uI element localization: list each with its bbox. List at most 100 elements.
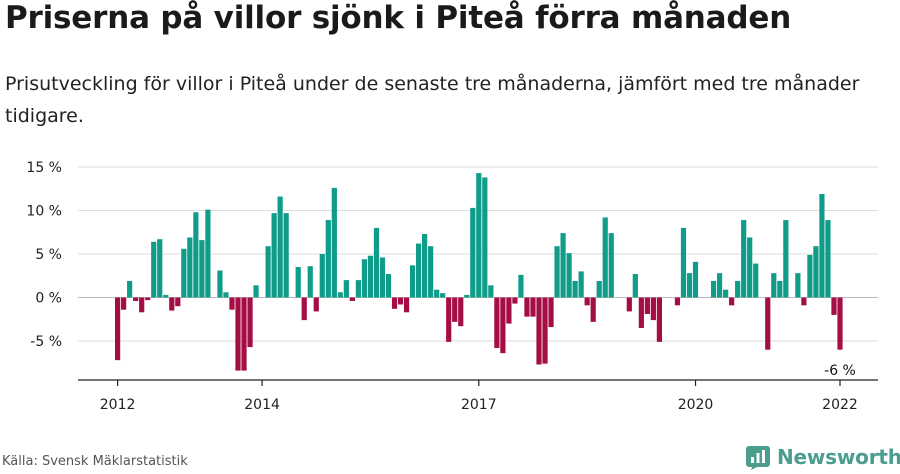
bar — [831, 297, 837, 315]
x-tick-label: 2017 — [461, 397, 497, 413]
bar — [331, 187, 337, 298]
bar — [319, 254, 325, 298]
bar — [223, 292, 229, 298]
bar — [482, 177, 488, 298]
bar — [476, 173, 482, 298]
bar — [602, 217, 608, 298]
last-value-label: -6 % — [824, 363, 856, 379]
bar — [355, 280, 361, 298]
bar — [656, 297, 662, 342]
bar — [422, 233, 428, 298]
bar — [241, 297, 247, 371]
x-tick-label: 2012 — [100, 397, 136, 413]
bar — [626, 297, 632, 312]
bar — [458, 297, 464, 327]
bar — [121, 297, 127, 310]
bar — [181, 248, 187, 298]
bar — [391, 297, 398, 309]
bar — [247, 297, 253, 348]
bar — [560, 233, 566, 298]
bar — [717, 273, 723, 298]
bar — [819, 193, 825, 298]
bar — [452, 297, 458, 322]
x-tick-label: 2022 — [822, 397, 858, 413]
bars — [115, 173, 843, 371]
bar — [199, 240, 205, 298]
bar — [777, 280, 783, 298]
bar — [674, 297, 681, 306]
bar — [470, 207, 476, 298]
bar — [638, 297, 644, 328]
bar — [187, 237, 193, 298]
bar — [632, 274, 638, 298]
bar — [512, 297, 518, 304]
bar — [686, 273, 693, 298]
bar — [506, 297, 512, 324]
x-tick-label: 2014 — [244, 397, 280, 413]
bar — [434, 289, 440, 298]
bar — [337, 292, 343, 298]
bar — [584, 297, 590, 306]
bar — [771, 273, 777, 298]
newsworthy-brand[interactable]: Newsworthy — [745, 442, 900, 472]
bar — [723, 289, 729, 298]
bar — [295, 267, 301, 298]
bar — [416, 243, 422, 298]
bar — [265, 246, 271, 298]
bar — [217, 270, 223, 298]
bar — [729, 297, 735, 306]
x-axis: 2012 2014 2017 2020 2022 — [78, 379, 878, 413]
bar — [175, 297, 181, 307]
y-tick-label: 0 % — [35, 291, 62, 307]
bar — [440, 293, 446, 298]
annotations: -6 % — [824, 363, 856, 379]
bar — [801, 297, 807, 306]
bar — [361, 259, 368, 298]
bar — [145, 297, 151, 301]
bar — [596, 280, 602, 298]
bar — [163, 294, 169, 298]
bar — [813, 246, 819, 298]
bar — [524, 297, 530, 317]
bar — [157, 239, 163, 298]
bar — [271, 213, 277, 298]
bar — [301, 297, 307, 321]
chart-title: Priserna på villor sjönk i Piteå förra m… — [5, 0, 792, 36]
chart-subtitle: Prisutveckling för villor i Piteå under … — [5, 73, 860, 127]
bar — [548, 297, 554, 328]
newsworthy-logo-icon — [746, 446, 770, 470]
bar — [277, 196, 283, 298]
bar — [379, 257, 386, 298]
bar — [205, 209, 211, 298]
bar — [127, 280, 133, 298]
bar — [488, 285, 494, 298]
bar — [403, 297, 410, 313]
bar — [783, 220, 789, 298]
bar — [385, 274, 392, 298]
bar — [313, 297, 319, 312]
bar — [837, 297, 843, 350]
bar — [133, 297, 139, 301]
bar — [373, 227, 380, 298]
bar — [307, 266, 313, 298]
bar — [397, 297, 404, 305]
y-tick-label: 15 % — [26, 160, 62, 176]
bar — [494, 297, 500, 348]
bar — [692, 261, 699, 298]
bar — [554, 246, 560, 298]
bar — [753, 263, 759, 298]
bar — [536, 297, 542, 365]
brand-name: Newsworthy — [777, 445, 900, 469]
bar — [428, 246, 434, 298]
bar — [283, 213, 289, 298]
bar — [650, 297, 656, 321]
bar — [578, 271, 584, 298]
bar — [325, 220, 331, 298]
y-tick-label: 5 % — [35, 247, 62, 263]
source-note: Källa: Svensk Mäklarstatistik — [2, 454, 188, 469]
bar — [229, 297, 235, 310]
y-axis-labels: 15 % 10 % 5 % 0 % -5 % — [26, 160, 62, 350]
bar — [343, 280, 349, 298]
bar — [680, 227, 687, 298]
